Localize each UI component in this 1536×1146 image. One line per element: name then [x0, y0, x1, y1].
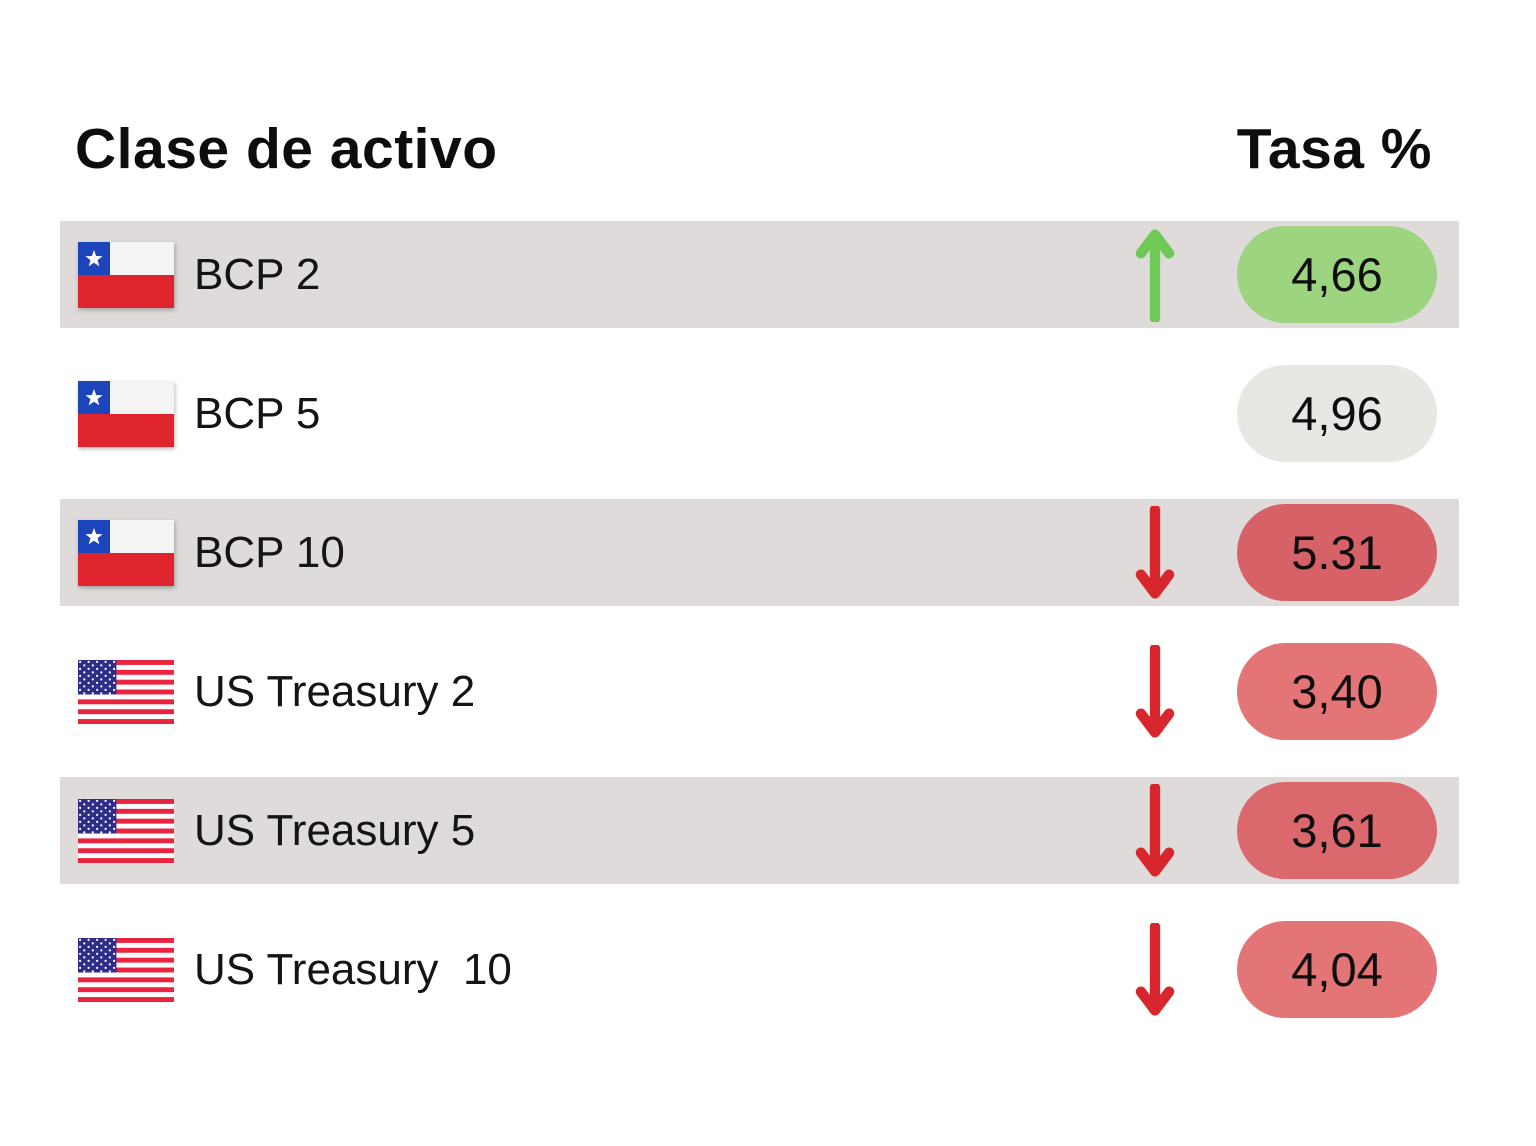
rate-pill: 3,61	[1237, 782, 1437, 879]
table-row: BCP 5 4,96	[60, 360, 1459, 467]
rate-value: 3,61	[1291, 804, 1383, 857]
down-arrow-icon	[1135, 505, 1175, 599]
trend-arrow-slot	[1123, 922, 1187, 1017]
row-label: US Treasury 2	[194, 666, 476, 716]
rate-value: 4,96	[1291, 387, 1383, 440]
down-arrow-icon	[1135, 922, 1175, 1016]
chile-flag-icon	[78, 519, 174, 586]
us-flag-icon	[78, 798, 174, 864]
table-row: US Treasury 2 3,40	[60, 638, 1459, 745]
table-row: US Treasury 10 4,04	[60, 916, 1459, 1023]
row-label: US Treasury 5	[194, 805, 476, 855]
rate-value: 4,04	[1291, 943, 1383, 996]
us-flag-icon	[78, 659, 174, 725]
row-label: BCP 10	[194, 527, 345, 577]
us-flag-icon	[78, 937, 174, 1003]
down-arrow-icon	[1135, 644, 1175, 738]
table-row: BCP 10 5.31	[60, 499, 1459, 606]
chile-flag-icon	[78, 241, 174, 308]
table-row: BCP 2 4,66	[60, 221, 1459, 328]
rate-pill: 4,66	[1237, 226, 1437, 323]
row-label: US Treasury 10	[194, 944, 512, 994]
rate-header: Tasa %	[1236, 117, 1432, 181]
up-arrow-icon	[1135, 228, 1175, 322]
row-label: BCP 5	[194, 388, 321, 438]
chile-flag-icon	[78, 380, 174, 447]
rate-value: 5.31	[1291, 526, 1383, 579]
trend-arrow-slot	[1123, 783, 1187, 878]
rate-pill: 3,40	[1237, 643, 1437, 740]
rate-pill: 4,04	[1237, 921, 1437, 1018]
asset-class-header: Clase de activo	[75, 117, 498, 181]
row-label: BCP 2	[194, 249, 321, 299]
rate-value: 3,40	[1291, 665, 1383, 718]
table-row: US Treasury 5 3,61	[60, 777, 1459, 884]
trend-arrow-slot	[1123, 228, 1187, 322]
rate-value: 4,66	[1291, 248, 1383, 301]
down-arrow-icon	[1135, 783, 1175, 877]
rate-pill: 5.31	[1237, 504, 1437, 601]
asset-table: BCP 2 4,66	[60, 221, 1459, 1023]
trend-arrow-slot	[1123, 644, 1187, 739]
trend-arrow-slot	[1123, 505, 1187, 600]
rate-pill: 4,96	[1237, 365, 1437, 462]
table-header: Clase de activo Tasa %	[75, 116, 1432, 182]
